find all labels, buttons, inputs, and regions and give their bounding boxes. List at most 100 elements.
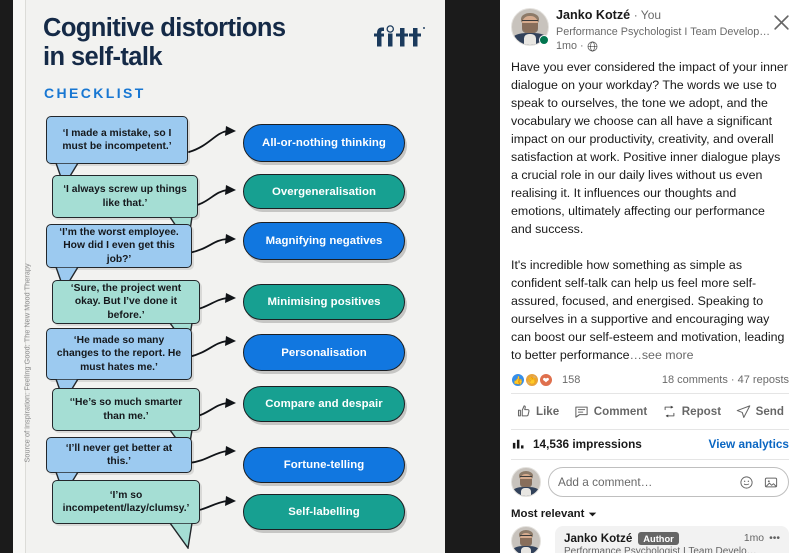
repost-icon	[664, 405, 675, 418]
chevron-down-icon	[589, 512, 597, 516]
image-attachment-icon[interactable]	[763, 475, 779, 490]
comments-reposts-count[interactable]: 18 comments · 47 reposts	[661, 374, 789, 387]
comment-input[interactable]: Add a comment…	[548, 467, 789, 498]
sort-label: Most relevant	[511, 508, 585, 521]
title-line-2: in self-talk	[43, 43, 163, 72]
title-line-1: Cognitive distortions	[43, 14, 286, 42]
distortion-label-3: Magnifying negatives	[265, 235, 383, 247]
post-timestamp: 1mo	[556, 40, 578, 53]
author-you-tag: · You	[633, 8, 662, 22]
social-counts-row: 👍 👏 ❤ 158 18 comments · 47 reposts	[500, 365, 800, 393]
comment-author-name[interactable]: Janko Kotzé	[564, 532, 633, 546]
quote-text-8: ‘I’m so incompetent/lazy/clumsy.’	[62, 489, 190, 514]
avatar[interactable]	[511, 8, 549, 46]
quote-text-4: ‘Sure, the project went okay. But I’ve d…	[70, 283, 182, 321]
comment-button[interactable]: Comment	[570, 400, 651, 423]
author-name: Janko Kotzé	[556, 8, 631, 22]
distortion-pill-8[interactable]: Self-labelling	[243, 494, 405, 530]
reaction-celebrate-icon: 👏	[525, 373, 539, 388]
reactions-group[interactable]: 👍 👏 ❤ 158	[511, 373, 581, 388]
page-subtitle: CHECKLIST	[44, 85, 146, 101]
close-button[interactable]	[770, 11, 792, 33]
comment-author-headline: Performance Psychologist I Team Develo…	[564, 546, 757, 553]
separator-dot: ·	[580, 40, 584, 53]
author-headline: Performance Psychologist I Team Developm…	[556, 25, 778, 38]
comment-compose-row: Add a comment…	[500, 460, 800, 501]
bubble-tail-1	[55, 163, 79, 187]
bubble-tail-3	[55, 267, 79, 291]
repost-label: Repost	[681, 405, 722, 419]
quote-text-2: ‘I always screw up things like that.’	[63, 184, 187, 209]
like-label: Like	[536, 405, 560, 419]
emoji-icon[interactable]	[739, 475, 754, 490]
page-title: Cognitive distortions in self-talk	[43, 14, 286, 73]
repost-button[interactable]: Repost	[658, 400, 725, 423]
source-note: Source of inspiration: Feeling Good: The…	[22, 263, 32, 463]
distortion-pill-1[interactable]: All-or-nothing thinking	[243, 124, 405, 162]
impressions-group: 14,536 impressions	[511, 436, 642, 451]
fitt-logo-icon	[374, 25, 425, 47]
current-user-avatar[interactable]	[511, 467, 541, 498]
thumbs-up-icon	[517, 405, 530, 417]
quote-text-1: ‘I made a mistake, so I must be incompet…	[62, 127, 172, 152]
author-badge: Author	[638, 532, 679, 546]
send-button[interactable]: Send	[732, 400, 788, 423]
comment-time: 1mo	[743, 533, 765, 545]
distortion-pill-5[interactable]: Personalisation	[243, 334, 405, 371]
comment-list-item: Janko Kotzé Author 1mo ••• Performance P…	[500, 523, 800, 553]
distortion-pill-6[interactable]: Compare and despair	[243, 386, 405, 422]
comment-more-icon[interactable]: •••	[769, 533, 780, 545]
bubble-tail-8	[169, 523, 193, 549]
globe-icon	[587, 41, 598, 52]
post-body-text: Have you ever considered the impact of y…	[511, 60, 788, 363]
quote-text-7: ‘I’ll never get better at this.’	[65, 442, 173, 467]
distortion-pill-4[interactable]: Minimising positives	[243, 284, 405, 320]
quote-text-6: ‘‘He’s so much smarter than me.’	[69, 397, 183, 422]
divider-3	[511, 459, 789, 461]
post-timestamp-row: 1mo ·	[556, 40, 778, 52]
quote-text-3: ‘I’m the worst employee. How did I even …	[59, 227, 179, 265]
reaction-love-icon: ❤	[539, 373, 553, 388]
reaction-count: 158	[562, 374, 581, 387]
quote-bubble-5: ‘He made so many changes to the report. …	[46, 328, 192, 380]
send-icon	[736, 405, 750, 418]
quote-bubble-4: ‘Sure, the project went okay. But I’ve d…	[52, 280, 200, 324]
view-analytics-link[interactable]: View analytics	[708, 436, 789, 451]
quote-bubble-3: ‘I’m the worst employee. How did I even …	[46, 224, 192, 268]
distortion-label-1: All-or-nothing thinking	[262, 137, 386, 149]
comment-label: Comment	[593, 405, 648, 419]
author-avatar-wrap[interactable]	[511, 8, 549, 46]
comment-placeholder: Add a comment…	[558, 475, 653, 490]
quote-bubble-7: ‘I’ll never get better at this.’	[46, 437, 192, 473]
distortion-label-8: Self-labelling	[288, 506, 360, 518]
distortion-pill-2[interactable]: Overgeneralisation	[243, 174, 405, 209]
see-more-link[interactable]: …see more	[629, 348, 694, 363]
comment-sort-row: Most relevant	[500, 501, 800, 523]
distortion-pill-3[interactable]: Magnifying negatives	[243, 222, 405, 260]
impressions-count: 14,536 impressions	[533, 436, 642, 451]
distortion-pill-7[interactable]: Fortune-telling	[243, 447, 405, 483]
comment-bubble-icon	[575, 406, 588, 418]
quote-bubble-6: ‘‘He’s so much smarter than me.’	[52, 388, 200, 431]
infographic-image: Source of inspiration: Feeling Good: The…	[13, 0, 445, 553]
quote-bubble-8: ‘I’m so incompetent/lazy/clumsy.’	[52, 480, 200, 524]
comment-meta: 1mo •••	[744, 533, 780, 544]
sort-dropdown[interactable]: Most relevant	[511, 508, 597, 520]
comment-author-avatar-wrap[interactable]	[511, 526, 541, 553]
distortion-label-5: Personalisation	[281, 346, 367, 359]
linkedin-post-panel: Janko Kotzé · You Performance Psychologi…	[500, 0, 800, 553]
close-icon	[773, 14, 789, 30]
like-button[interactable]: Like	[512, 400, 563, 423]
comment-avatar[interactable]	[511, 526, 541, 553]
divider-1	[511, 393, 789, 395]
quote-text-5: ‘He made so many changes to the report. …	[56, 335, 182, 373]
author-name-row[interactable]: Janko Kotzé · You	[556, 8, 778, 24]
distortion-label-2: Overgeneralisation	[271, 185, 377, 198]
bar-chart-icon	[512, 439, 524, 449]
post-header: Janko Kotzé · You Performance Psychologi…	[500, 0, 800, 52]
reaction-like-icon: 👍	[511, 373, 525, 388]
online-status-dot	[539, 35, 549, 45]
quote-bubble-2: ‘I always screw up things like that.’	[52, 175, 198, 218]
quote-bubble-1: ‘I made a mistake, so I must be incompet…	[46, 116, 188, 164]
send-label: Send	[755, 405, 784, 419]
